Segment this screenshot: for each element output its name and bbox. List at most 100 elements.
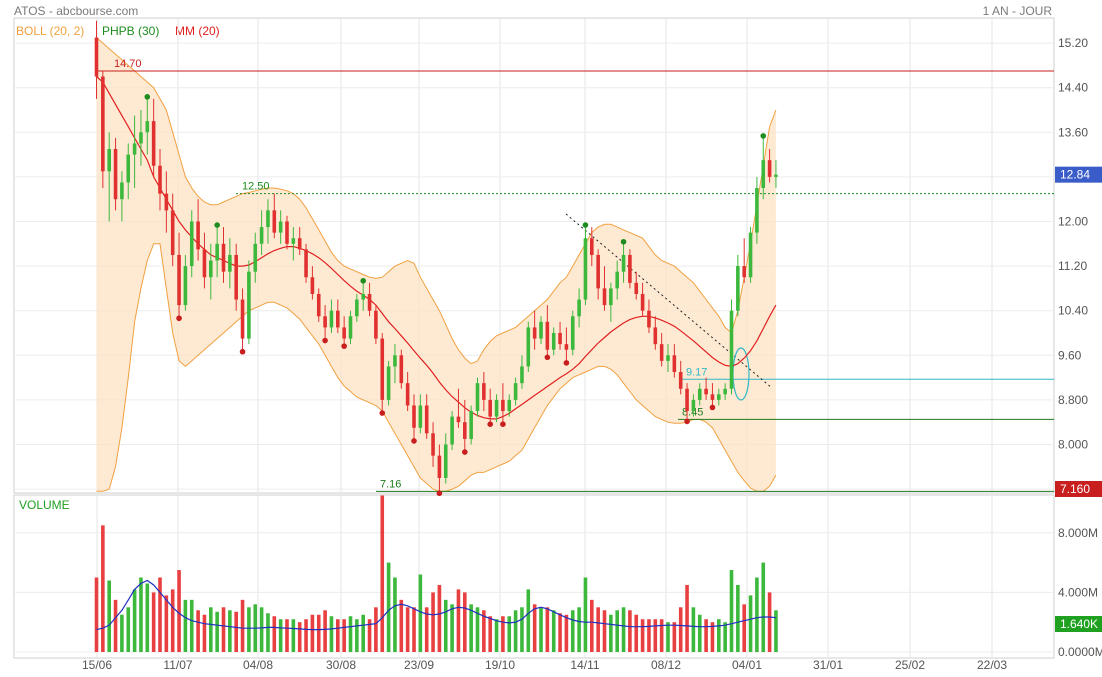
candle-body	[253, 243, 258, 272]
phpb-low-marker	[487, 421, 494, 427]
candle-body	[266, 210, 270, 228]
legend-moving-average: MM (20)	[175, 24, 220, 38]
candle-body	[183, 266, 188, 306]
phpb-low-marker	[544, 354, 551, 361]
candle-body	[170, 210, 175, 255]
volume-bar	[94, 577, 99, 652]
x-tick-label: 19/10	[485, 658, 515, 672]
volume-bar	[355, 619, 359, 652]
phpb-high-marker	[582, 222, 589, 228]
candle-body	[431, 433, 435, 456]
volume-bar	[742, 604, 746, 652]
candle-body	[558, 332, 562, 345]
volume-bar	[532, 604, 537, 652]
phpb-low-marker	[709, 404, 716, 411]
candle-body	[145, 121, 150, 133]
candle-body	[545, 321, 550, 350]
candle-body	[456, 416, 461, 423]
candle-body	[475, 383, 480, 412]
candle-body	[196, 221, 200, 250]
price-tick-label: 15.20	[1058, 36, 1088, 50]
candle-body	[272, 210, 277, 233]
candle-body	[488, 399, 492, 417]
bollinger-bands	[96, 37, 777, 492]
volume-average-line	[96, 579, 776, 631]
candle-body	[126, 154, 131, 183]
price-tick-label: 8.800	[1058, 393, 1088, 407]
volume-bar	[621, 607, 626, 652]
candle-body	[342, 327, 346, 339]
volume-bar	[158, 577, 162, 652]
volume-tick-label: 4.000M	[1058, 585, 1098, 599]
volume-bars	[94, 495, 778, 652]
candle-body	[443, 444, 448, 478]
candle-body	[132, 143, 137, 155]
candle-body	[590, 238, 594, 255]
volume-bar	[659, 619, 664, 652]
volume-bar	[723, 622, 727, 652]
candle-body	[526, 327, 531, 367]
candle-body	[520, 366, 524, 384]
candle-body	[215, 243, 219, 261]
candle-body	[139, 132, 143, 144]
candle-body	[691, 399, 696, 412]
volume-bar	[145, 583, 150, 652]
volume-bar	[551, 610, 556, 652]
price-panel-frame	[13, 17, 1055, 494]
volume-bar	[164, 595, 169, 652]
candle-body	[697, 388, 702, 400]
volume-tick-label: 8.000M	[1058, 526, 1098, 540]
phpb-low-marker	[436, 490, 443, 497]
volume-bar	[431, 592, 435, 652]
candle-body	[659, 344, 664, 361]
volume-bar	[748, 595, 753, 652]
volume-bar	[132, 589, 137, 652]
volume-bar	[393, 577, 397, 652]
volume-bar	[240, 599, 245, 652]
candles	[94, 20, 778, 492]
x-tick-label: 11/07	[163, 658, 192, 672]
volume-bar	[494, 619, 499, 652]
volume-bar	[704, 619, 708, 652]
last-price-tag-bg	[1055, 166, 1102, 183]
candle-body	[532, 327, 537, 339]
phpb-low-marker	[684, 418, 690, 425]
candle-body	[412, 405, 416, 428]
candle-body	[418, 405, 423, 428]
candle-body	[564, 344, 569, 350]
volume-bar	[545, 607, 550, 652]
volume-bar	[469, 604, 473, 652]
phpb-high-marker	[760, 133, 767, 139]
volume-bar	[647, 619, 651, 652]
volume-bar	[374, 607, 378, 652]
candle-body	[767, 160, 772, 177]
volume-bar	[717, 619, 721, 652]
volume-bar	[767, 592, 772, 652]
volume-bar	[577, 607, 581, 652]
candle-body	[120, 182, 124, 200]
volume-panel-frame	[13, 494, 1055, 659]
price-tick-label: 13.60	[1058, 125, 1088, 139]
candle-body	[469, 411, 473, 439]
volume-bar	[609, 614, 613, 652]
candle-body	[316, 293, 321, 317]
candle-body	[304, 249, 308, 278]
volume-bar	[285, 619, 289, 652]
volume-bar	[526, 589, 531, 652]
phpb-high-marker	[360, 278, 367, 284]
volume-bar	[101, 525, 105, 652]
volume-bar	[266, 613, 270, 652]
volume-bar	[170, 589, 175, 652]
x-tick-label: 22/03	[977, 658, 1007, 672]
volume-bar	[691, 607, 696, 652]
phpb-low-marker	[341, 343, 347, 349]
volume-bar	[463, 592, 467, 652]
volume-bar	[697, 614, 702, 652]
candle-body	[164, 193, 169, 211]
candle-body	[285, 221, 289, 244]
volume-tick-label: 0.0000M	[1058, 645, 1102, 659]
volume-bar	[348, 616, 353, 652]
volume-bar	[558, 613, 562, 652]
phpb-high-marker	[144, 94, 151, 100]
candle-body	[748, 232, 753, 278]
